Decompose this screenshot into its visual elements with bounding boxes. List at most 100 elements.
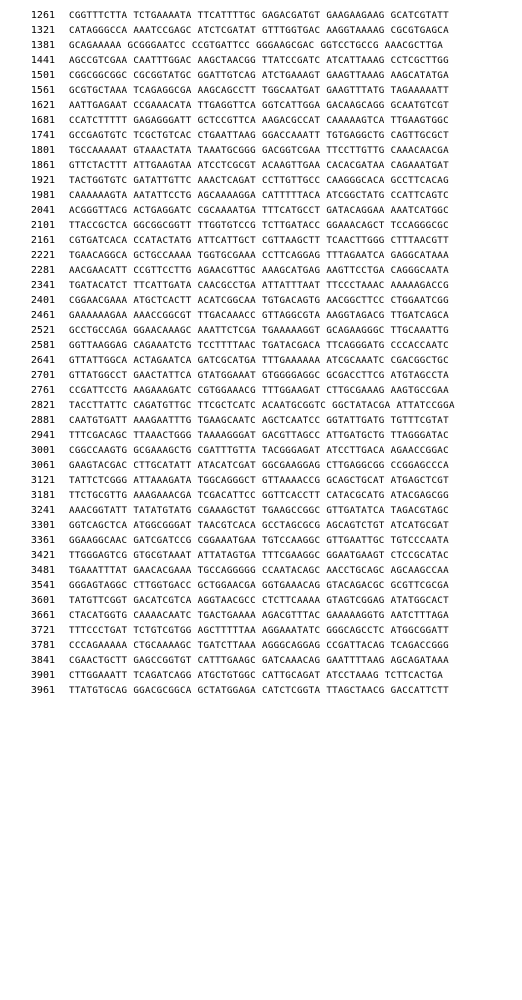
sequence-block: TCTTGATACC: [262, 220, 320, 231]
position-number: 1861: [15, 160, 55, 171]
sequence-row: 3541GGGAGTAGGCCTTGGTGACCGCTGGAACGAGGTGAA…: [15, 580, 507, 591]
sequence-block: AAGCATATGA: [391, 70, 449, 81]
sequence-blocks: TGATACATCTTTCATTGATACAACGCCTGAATTATTTAAT…: [69, 280, 449, 291]
sequence-row: 2581GGTTAAGGAGCAGAAATCTGTCCTTTTAACTGATAC…: [15, 340, 507, 351]
sequence-block: CAACGCCTGA: [198, 280, 256, 291]
sequence-block: CCTCGCTTGG: [391, 55, 449, 66]
sequence-block: ATCGCAAATC: [326, 355, 384, 366]
sequence-block: TTGACAAACC: [198, 310, 256, 321]
sequence-block: GCGTGCTAAA: [69, 85, 127, 96]
sequence-block: ATGGCGGATT: [391, 625, 449, 636]
sequence-blocks: GTTCTACTTTATTGAAGTAAATCCTCGCGTACAAGTTGAA…: [69, 160, 449, 171]
sequence-row: 2521GCCTGCCAGAGGAACAAAGCAAATTCTCGATGAAAA…: [15, 325, 507, 336]
sequence-block: GCAGCTGCAT: [326, 475, 384, 486]
sequence-block: GCTGCCAAAA: [133, 250, 191, 261]
sequence-block: AAACCGGCGT: [133, 310, 191, 321]
sequence-block: GTACAGACGC: [326, 580, 384, 591]
sequence-block: CCATACTATG: [133, 235, 191, 246]
sequence-block: AGCCGTCGAA: [69, 55, 127, 66]
sequence-blocks: AATTGAGAATCCGAAACATATTGAGGTTCAGGTCATTGGA…: [69, 100, 449, 111]
sequence-block: AATATTCCTG: [133, 190, 191, 201]
sequence-block: CCAATACAGC: [262, 565, 320, 576]
sequence-block: ATCCTTGACA: [326, 445, 384, 456]
sequence-block: GTGCGTAAAT: [133, 550, 191, 561]
sequence-row: 1861 GTTCTACTTTATTGAAGTAAATCCTCGCGTACAAGT…: [15, 160, 507, 171]
position-number: 2581: [15, 340, 55, 351]
sequence-block: TGAAGCCGGC: [262, 505, 320, 516]
position-number: 2101: [15, 220, 55, 231]
sequence-block: GGTCAGCTCA: [69, 520, 127, 531]
sequence-block: AAGCTAACGG: [198, 55, 256, 66]
sequence-block: GCTCCGTTCA: [198, 115, 256, 126]
sequence-block: TTGGTGTCCG: [198, 220, 256, 231]
sequence-block: CATCTCGGTA: [262, 685, 320, 696]
sequence-block: TGAAAAAGGT: [262, 325, 320, 336]
sequence-block: GATCAAACAG: [262, 655, 320, 666]
sequence-block: TGGCAGGGCT: [198, 475, 256, 486]
sequence-row: 3721TTTCCCTGATTCTGTCGTGGAGCTTTTTAAAGGAAA…: [15, 625, 507, 636]
sequence-block: TCTGAAAATA: [133, 10, 191, 21]
sequence-block: ATTGATGCTG: [326, 430, 384, 441]
sequence-block: TGAACAGGCA: [69, 250, 127, 261]
position-number: 1441: [15, 55, 55, 66]
sequence-block: GGCGGCGGTT: [133, 220, 191, 231]
sequence-block: TTCGCTCATC: [198, 400, 256, 411]
sequence-block: ATATGGCACT: [391, 595, 449, 606]
sequence-block: CGGAACGAAA: [69, 295, 127, 306]
sequence-row: 3241AAACGGTATTTATATGTATGCGAAAGCTGTTGAAGC…: [15, 505, 507, 516]
sequence-row: 2701GTTATGGCCTGAACTATTCAGTATGGAAATGTGGGG…: [15, 370, 507, 381]
sequence-block: GTTAAAACCG: [262, 475, 320, 486]
sequence-block: GGCGAAGGAG: [262, 460, 320, 471]
sequence-block: TGAAGCAATC: [198, 415, 256, 426]
position-number: 2701: [15, 370, 55, 381]
sequence-block: TTCCCTAAAC: [326, 280, 384, 291]
sequence-block: TAACGTCACA: [198, 520, 256, 531]
sequence-blocks: CGGCGGCGGCCGCGGTATGCGGATTGTCAGATCTGAAAGT…: [69, 70, 449, 81]
sequence-blocks: GAAAAAAGAAAAACCGGCGTTTGACAAACCGTTAGGCGTA…: [69, 310, 449, 321]
sequence-block: ATTATCCGGA: [396, 400, 454, 411]
sequence-block: TTTCATGCCT: [262, 205, 320, 216]
sequence-listing: 1261CGGTTTCTTATCTGAAAATATTCATTTTGCGAGACG…: [15, 10, 507, 696]
sequence-block: TTTCGACAGC: [69, 430, 127, 441]
sequence-row: 1681CCATCTTTTTGAGAGGGATTGCTCCGTTCAAAGACG…: [15, 115, 507, 126]
sequence-block: TGATCTTAAA: [198, 640, 256, 651]
sequence-block: GCCTTCACAG: [391, 175, 449, 186]
sequence-block: GTTAGGCGTA: [262, 310, 320, 321]
sequence-block: GTAAACTATA: [133, 145, 191, 156]
sequence-block: CCTTGTTGCC: [262, 175, 320, 186]
position-number: 3661: [15, 610, 55, 621]
sequence-block: GGAATGAAGT: [326, 550, 384, 561]
sequence-block: AATTGAGAAT: [69, 100, 127, 111]
sequence-row: 1741GCCGAGTGTCTCGCTGTCACCTGAATTAAGGGACCA…: [15, 130, 507, 141]
sequence-block: ATTGAAGTAA: [133, 160, 191, 171]
sequence-block: TACCTTATTC: [69, 400, 127, 411]
sequence-block: TTGATCAGCA: [391, 310, 449, 321]
sequence-block: TGGCAATGAT: [262, 85, 320, 96]
sequence-block: TGTTTCGTAT: [391, 415, 449, 426]
position-number: 3181: [15, 490, 55, 501]
sequence-block: AGGTAACGCC: [198, 595, 256, 606]
sequence-block: CAGAAATCTG: [133, 340, 191, 351]
sequence-block: AACGAACATT: [69, 265, 127, 276]
sequence-block: AGCTCAATCC: [262, 415, 320, 426]
sequence-blocks: CTACATGGTGCAAAACAATCTGACTGAAAAAGACGTTTAC…: [69, 610, 449, 621]
sequence-blocks: TACTGGTGTCGATATTGTTCAAACTCAGATCCTTGTTGCC…: [69, 175, 449, 186]
sequence-block: GGGAAGCGAC: [256, 40, 314, 51]
sequence-row: 1921TACTGGTGTCGATATTGTTCAAACTCAGATCCTTGT…: [15, 175, 507, 186]
sequence-block: TATTCTCGGG: [69, 475, 127, 486]
sequence-block: CGGAAATGAA: [198, 535, 256, 546]
sequence-block: TCTGTCGTGG: [133, 625, 191, 636]
sequence-block: GCAGAAAAA: [69, 40, 121, 51]
sequence-row: 3481TGAAATTTATGAACACGAAATGCCAGGGGGCCAATA…: [15, 565, 507, 576]
sequence-block: CCTTCAGGAG: [262, 250, 320, 261]
sequence-block: CTTGGTGACC: [133, 580, 191, 591]
sequence-row: 2641GTTATTGGCAACTAGAATCAGATCGCATGATTTGAA…: [15, 355, 507, 366]
position-number: 2161: [15, 235, 55, 246]
sequence-blocks: CAAAAAAGTAAATATTCCTGAGCAAAAGGACATTTTTACA…: [69, 190, 449, 201]
sequence-block: ATTAAAGATA: [133, 475, 191, 486]
position-number: 2641: [15, 355, 55, 366]
sequence-block: GAACTATTCA: [133, 370, 191, 381]
sequence-block: AGCAGTCTGT: [326, 520, 384, 531]
sequence-block: CTTGGAAATT: [69, 670, 127, 681]
sequence-block: TGGTGCGAAA: [198, 250, 256, 261]
